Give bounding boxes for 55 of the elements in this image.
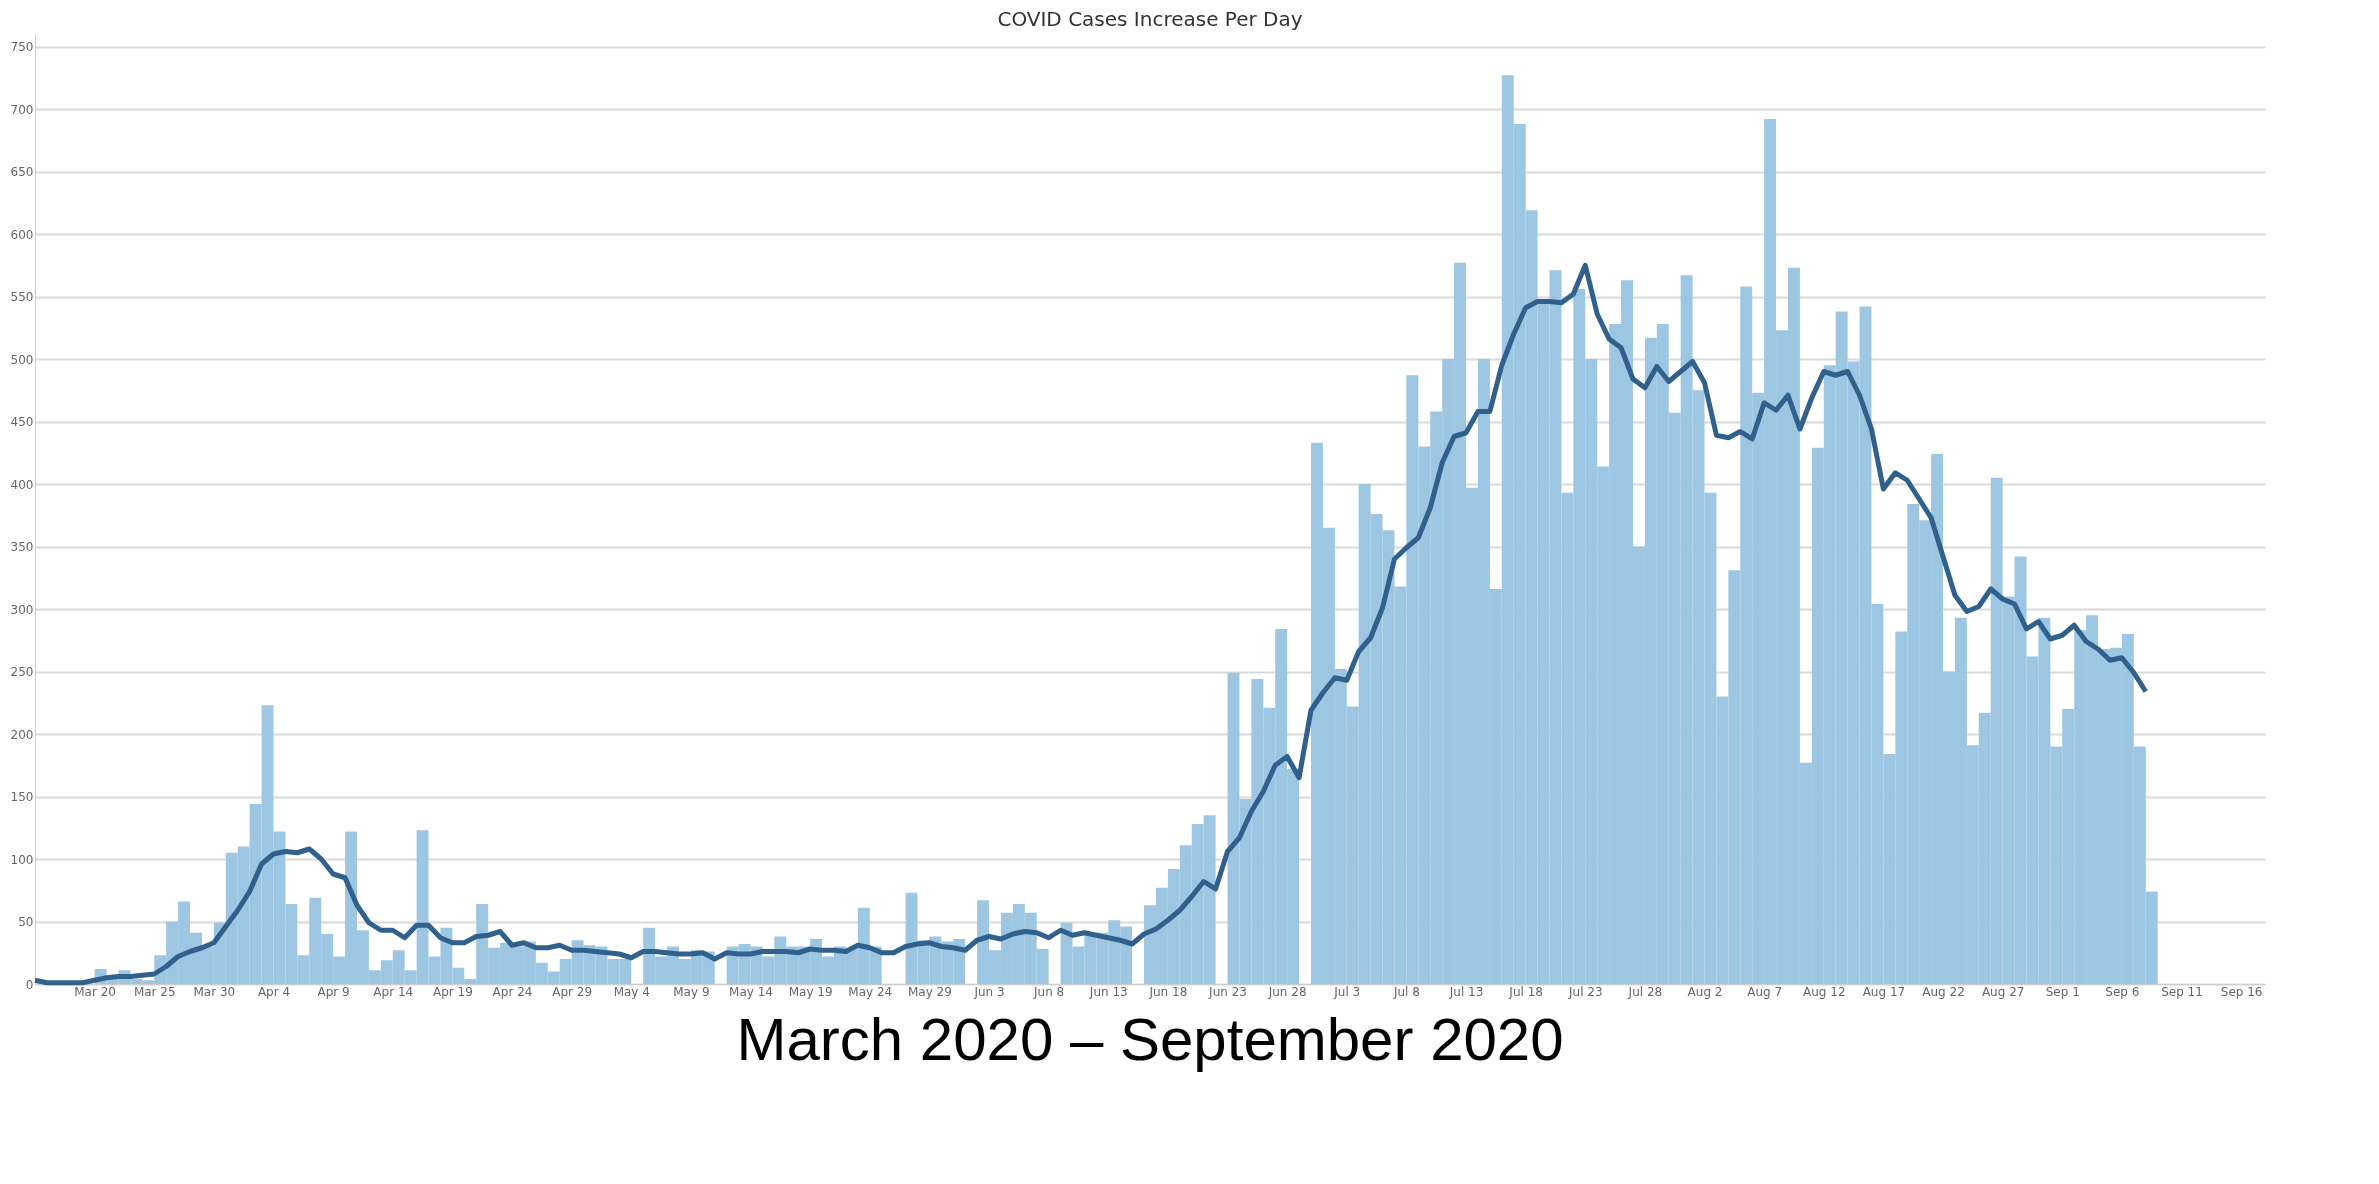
x-tick-label: Jul 18 (1508, 984, 1543, 999)
y-tick-label: 300 (10, 602, 34, 617)
x-tick-label: May 29 (907, 984, 952, 999)
x-tick-label: Mar 25 (133, 984, 176, 999)
y-tick-label: 500 (10, 352, 34, 367)
x-tick-label: Jun 18 (1148, 984, 1188, 999)
x-tick-label: Aug 12 (1803, 984, 1846, 999)
y-tick-label: 550 (10, 290, 34, 304)
x-tick-label: Apr 24 (492, 984, 533, 999)
x-tick-label: Aug 27 (1981, 984, 2025, 999)
x-tick-label: Aug 17 (1862, 984, 1906, 999)
x-tick-label: Jun 23 (1208, 984, 1247, 999)
x-tick-label: May 4 (613, 984, 650, 999)
y-tick-label: 450 (10, 415, 34, 429)
x-tick-label: Apr 9 (317, 984, 350, 999)
chart-title: COVID Cases Increase Per Day (997, 7, 1303, 31)
x-tick-label: Sep 1 (2045, 984, 2080, 999)
x-tick-label: May 24 (848, 984, 893, 999)
x-tick-label: Jul 13 (1448, 984, 1484, 999)
y-tick-label: 150 (10, 790, 34, 804)
x-tick-label: Sep 16 (2220, 984, 2263, 999)
x-tick-label: Mar 20 (74, 984, 116, 999)
x-tick-label: Sep 6 (2105, 984, 2140, 999)
x-tick-label: Jun 3 (973, 984, 1005, 999)
y-tick-label: 750 (10, 40, 34, 54)
y-tick-label: 0 (25, 977, 34, 992)
y-tick-label: 600 (10, 227, 34, 242)
x-tick-label: Jul 23 (1567, 984, 1603, 999)
x-tick-label: Apr 14 (373, 984, 414, 999)
x-tick-label: Jul 8 (1392, 984, 1420, 999)
y-tick-label: 350 (10, 540, 34, 554)
x-tick-label: Apr 29 (552, 984, 593, 999)
x-tick-label: Sep 11 (2161, 984, 2203, 999)
x-tick-label: Jun 28 (1267, 984, 1307, 999)
x-tick-label: May 19 (788, 984, 833, 999)
x-tick-label: Mar 30 (193, 984, 236, 999)
y-tick-label: 400 (10, 477, 34, 492)
y-tick-label: 100 (10, 852, 34, 867)
x-tick-label: Aug 7 (1747, 984, 1783, 999)
x-tick-label: Apr 4 (257, 984, 291, 999)
text: March 2020 – September 2020 (736, 1006, 1564, 1073)
x-tick-label: Jul 28 (1627, 984, 1663, 999)
y-tick-label: 50 (18, 915, 34, 929)
x-tick-label: May 14 (729, 984, 773, 999)
x-tick-label: May 9 (673, 984, 710, 999)
y-tick-label: 250 (10, 665, 34, 679)
x-tick-label: Jul 3 (1333, 984, 1361, 999)
x-tick-label: Jun 13 (1088, 984, 1128, 999)
y-tick-label: 650 (10, 165, 34, 179)
y-tick-label: 200 (10, 727, 34, 742)
x-tick-label: Apr 19 (432, 984, 473, 999)
x-tick-label: Aug 2 (1687, 984, 1723, 999)
y-tick-label: 700 (10, 102, 34, 117)
x-tick-label: Jun 8 (1033, 984, 1065, 999)
x-tick-label: Aug 22 (1922, 984, 1965, 999)
